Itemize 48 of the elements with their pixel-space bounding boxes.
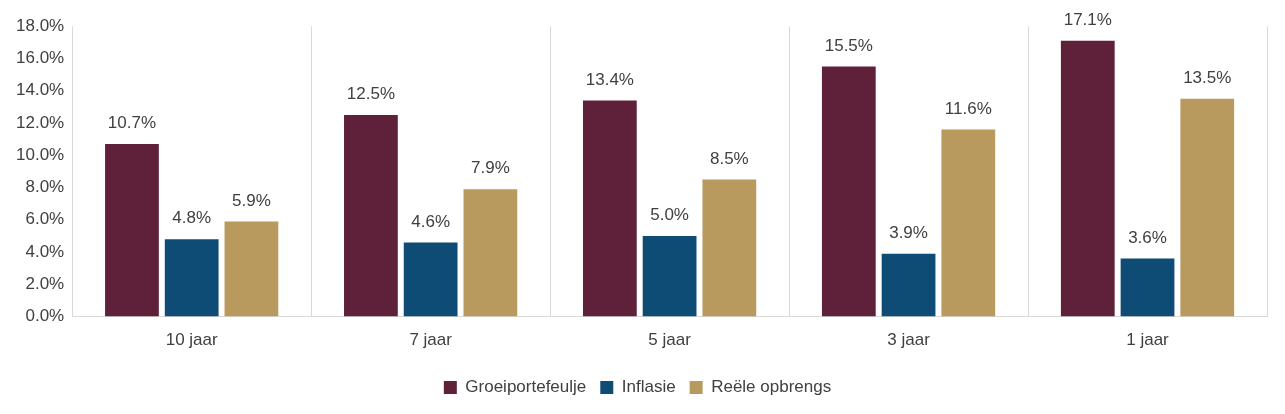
y-tick-label: 0.0% [25, 306, 65, 326]
bar [344, 114, 398, 317]
legend-label: Groeiportefeulje [465, 377, 587, 397]
bar [941, 129, 996, 317]
bar [582, 100, 637, 317]
data-label: 10.7% [107, 113, 157, 133]
bar [105, 143, 159, 317]
x-tick-label: 10 jaar [165, 330, 219, 350]
legend-label: Inflasie [621, 377, 676, 397]
bar [1060, 40, 1115, 317]
bar [403, 242, 458, 317]
x-tick-label: 7 jaar [409, 330, 453, 350]
x-tick-label: 3 jaar [887, 330, 931, 350]
bar [821, 66, 876, 317]
y-tick-label: 14.0% [16, 80, 65, 100]
data-label: 5.0% [650, 205, 689, 225]
bar [164, 239, 219, 317]
y-tick-label: 10.0% [16, 144, 65, 164]
x-tick-label: 5 jaar [648, 330, 692, 350]
y-tick-label: 2.0% [25, 274, 65, 294]
data-label: 3.6% [1128, 227, 1167, 247]
data-label: 12.5% [346, 84, 395, 104]
bar [702, 179, 757, 317]
data-label: 4.8% [172, 208, 212, 228]
y-tick-label: 12.0% [16, 112, 65, 132]
bar [642, 235, 697, 317]
bar [1180, 98, 1235, 317]
data-label: 17.1% [1063, 9, 1112, 29]
data-label: 3.9% [889, 222, 928, 242]
legend-label: Reële opbrengs [711, 377, 832, 397]
bar [463, 189, 518, 317]
bar [881, 253, 936, 317]
y-tick-label: 8.0% [25, 177, 65, 197]
data-label: 13.4% [585, 69, 634, 89]
data-label: 11.6% [944, 98, 992, 118]
bar [1120, 258, 1175, 317]
x-tick-label: 1 jaar [1126, 330, 1170, 350]
data-label: 5.9% [232, 190, 271, 210]
y-tick-label: 6.0% [25, 209, 65, 229]
data-label: 8.5% [709, 148, 749, 168]
data-label: 13.5% [1183, 67, 1232, 87]
y-tick-label: 16.0% [16, 48, 65, 68]
bar [224, 221, 279, 317]
data-label: 15.5% [824, 35, 873, 55]
data-label: 7.9% [471, 158, 510, 178]
y-tick-label: 4.0% [25, 241, 65, 261]
data-label: 4.6% [411, 211, 451, 231]
y-tick-label: 18.0% [16, 15, 65, 35]
